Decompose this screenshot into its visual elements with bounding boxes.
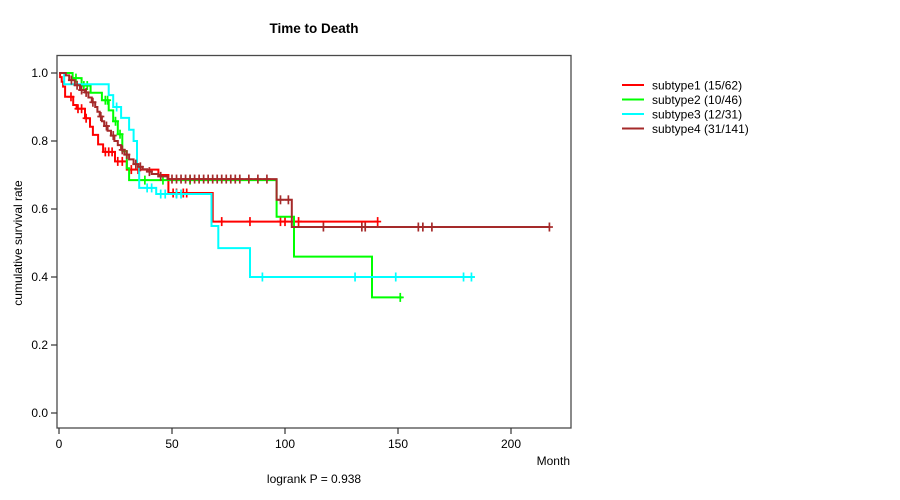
legend-entry-label: subtype1 (15/62) [652,79,742,93]
y-tick-label: 1.0 [31,66,48,80]
x-axis-label: Month [537,454,570,468]
censor-marks-3 [113,102,475,282]
x-tick-label: 0 [56,437,63,451]
y-tick-label: 0.2 [31,338,48,352]
survival-curve-4 [59,72,550,228]
plot-border [56,54,572,429]
x-tick-label: 100 [275,437,295,451]
survival-curve-3 [59,72,475,278]
censor-marks-4 [67,75,553,232]
survival-curves [59,72,553,302]
y-tick-label: 0.4 [31,270,48,284]
survival-curve-1 [59,72,378,223]
legend-entry-label: subtype4 (31/141) [652,122,749,136]
legend-entry-label: subtype3 (12/31) [652,108,742,122]
y-tick-label: 0.6 [31,202,48,216]
y-axis-label: cumulative survival rate [11,180,25,306]
y-tick-label: 0.0 [31,406,48,420]
plot-title: Time to Death [269,21,358,36]
x-tick-label: 200 [501,437,521,451]
survival-curve-2 [59,72,403,299]
legend-entry-label: subtype2 (10/46) [652,93,742,107]
y-tick-label: 0.8 [31,134,48,148]
x-tick-label: 150 [388,437,408,451]
logrank-annotation: logrank P = 0.938 [267,472,362,486]
censor-marks-2 [72,73,404,302]
legend: subtype1 (15/62)subtype2 (10/46)subtype3… [622,79,749,136]
censor-marks-1 [67,92,382,227]
x-tick-label: 50 [165,437,179,451]
plot-frame: 0 50 100 150 200 0.0 0.2 0.4 0.6 0.8 1.0 [31,54,572,451]
